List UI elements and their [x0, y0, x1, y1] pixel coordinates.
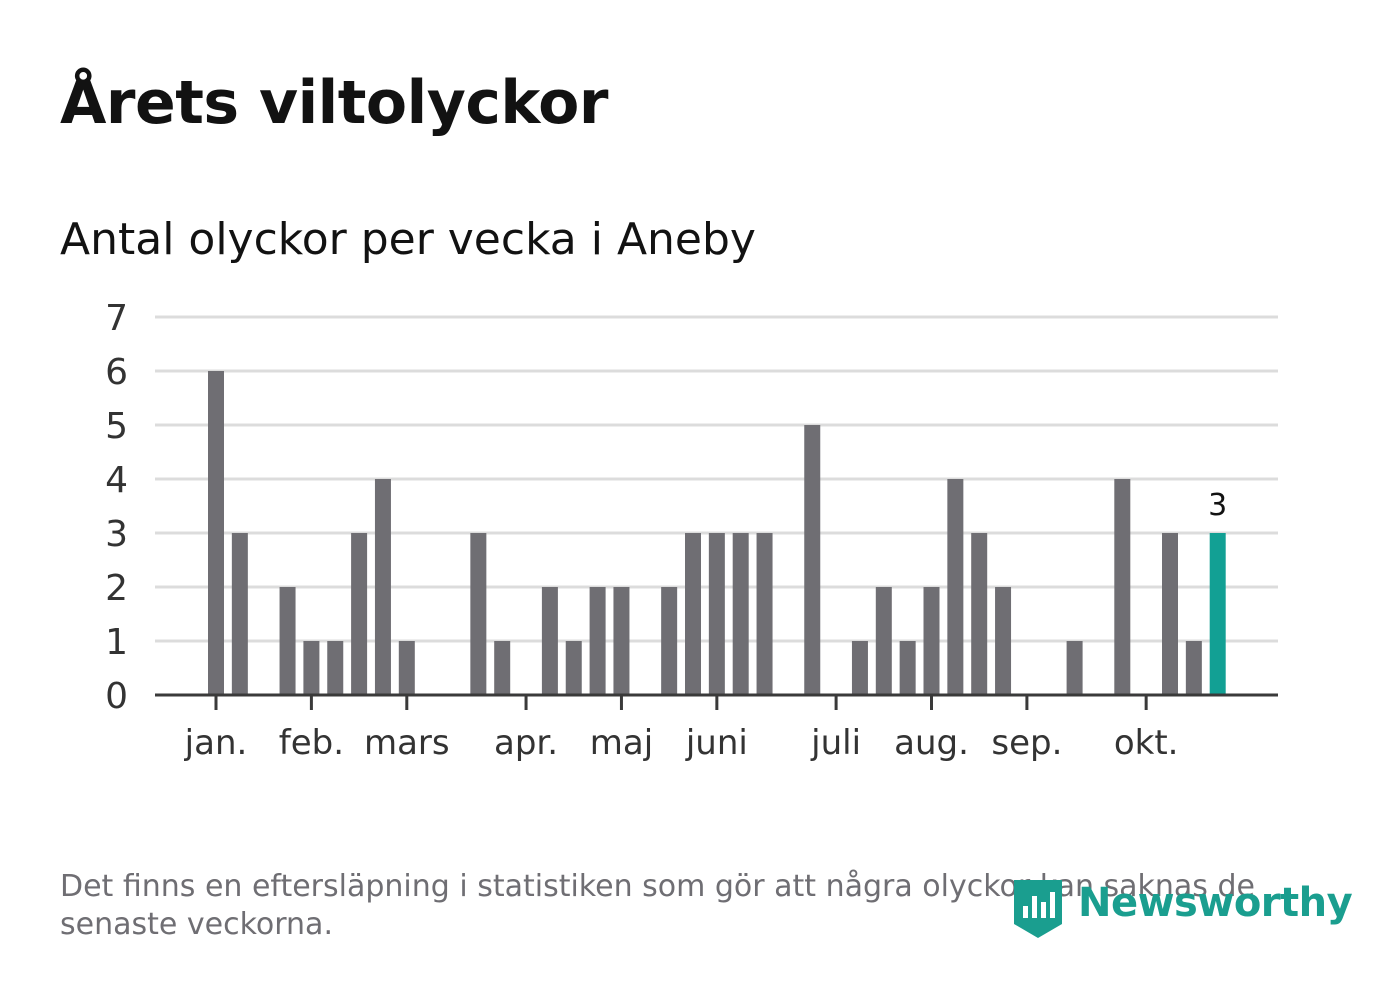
chart-title: Årets viltolyckor [60, 68, 609, 138]
x-tick-label: sep. [991, 723, 1062, 763]
bar [875, 587, 892, 695]
bar [351, 533, 368, 695]
x-tick-label: okt. [1114, 723, 1179, 763]
bar [995, 587, 1012, 695]
data-labels: 3 [1208, 488, 1227, 523]
x-tick-label: jan. [184, 723, 248, 763]
y-axis-ticks: 0 1 2 3 4 5 6 7 [105, 298, 128, 717]
bar [208, 371, 224, 695]
y-tick-label: 2 [105, 568, 128, 609]
x-tick-label: mars [364, 723, 450, 763]
x-tick-label: feb. [279, 723, 344, 763]
y-tick-label: 7 [105, 298, 128, 339]
y-tick-label: 1 [105, 622, 128, 663]
bar [398, 641, 415, 695]
brand-logo: Newsworthy [1010, 876, 1353, 942]
bar [804, 425, 821, 695]
y-tick-label: 6 [105, 352, 128, 393]
x-tick-label: juni [685, 723, 748, 763]
x-tick-label: maj [590, 723, 653, 763]
bar [899, 641, 916, 695]
bar [327, 641, 344, 695]
bar [494, 641, 511, 695]
x-tick-label: juli [810, 723, 861, 763]
bar [1114, 479, 1131, 695]
brand-name: Newsworthy [1078, 880, 1353, 926]
newsworthy-logo-icon [1014, 880, 1062, 938]
bar [1162, 533, 1178, 695]
bar [374, 479, 391, 695]
bar [756, 533, 773, 695]
x-axis: jan. feb. mars apr. maj juni juli aug. sep. okt. [155, 693, 1278, 763]
bar [923, 587, 940, 695]
data-label: 3 [1208, 488, 1227, 523]
bar-highlight [1209, 533, 1226, 695]
x-tick-label: apr. [494, 723, 558, 763]
bar [231, 533, 248, 695]
bar [971, 533, 988, 695]
y-tick-label: 0 [105, 676, 128, 717]
y-tick-label: 4 [105, 460, 128, 501]
bar [589, 587, 606, 695]
bar [470, 533, 487, 695]
bar [613, 587, 630, 695]
x-tick-label: aug. [894, 723, 969, 763]
bar [685, 533, 701, 695]
bars [208, 371, 1226, 695]
y-tick-label: 3 [105, 514, 128, 555]
bar [279, 587, 296, 695]
bar-chart: 0 1 2 3 4 5 6 7 jan. feb. mars apr. maj juni juli aug.… [105, 298, 1278, 763]
bar [541, 587, 558, 695]
bar [303, 641, 320, 695]
bar [565, 641, 582, 695]
bar [708, 533, 725, 695]
bar [947, 479, 964, 695]
bar [1066, 641, 1083, 695]
bar [732, 533, 749, 695]
bar [851, 641, 868, 695]
y-tick-label: 5 [105, 406, 128, 447]
chart-subtitle: Antal olyckor per vecka i Aneby [60, 214, 756, 265]
bar [661, 587, 678, 695]
bar [1185, 641, 1202, 695]
